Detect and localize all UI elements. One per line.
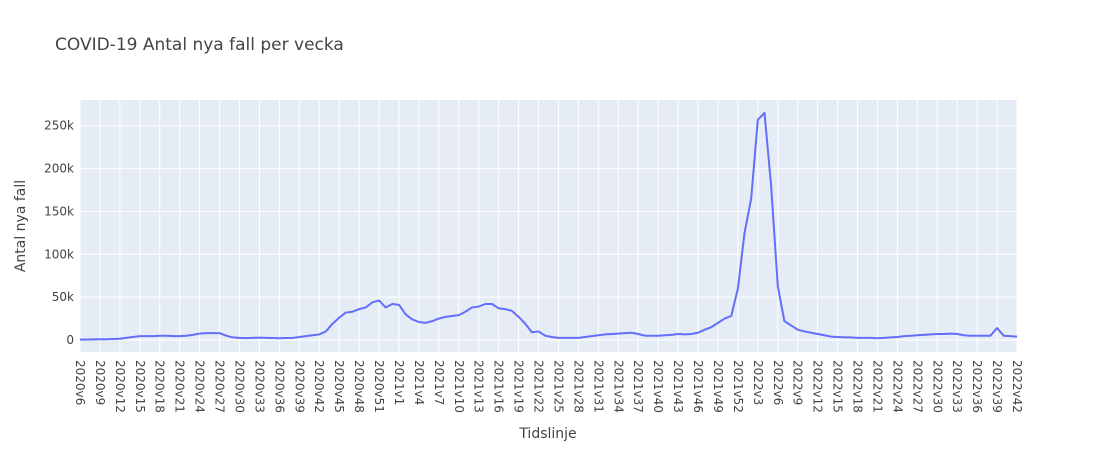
- y-tick-label: 250k: [44, 119, 74, 133]
- x-tick-label: 2022v21: [870, 360, 884, 413]
- x-tick-label: 2020v24: [193, 360, 207, 413]
- x-tick-label: 2020v15: [133, 360, 147, 413]
- x-tick-label: 2021v28: [571, 360, 585, 413]
- x-tick-label: 2020v12: [113, 360, 127, 413]
- x-tick-label: 2022v33: [950, 360, 964, 413]
- x-tick-label: 2020v48: [352, 360, 366, 413]
- data-line: [79, 111, 1018, 341]
- x-tick-label: 2020v36: [272, 360, 286, 413]
- x-tick-label: 2021v49: [711, 360, 725, 413]
- y-tick-label: 100k: [44, 247, 74, 261]
- x-tick-label: 2021v43: [671, 360, 685, 413]
- x-tick-label: 2021v7: [432, 360, 446, 405]
- x-tick-label: 2021v10: [452, 360, 466, 413]
- x-tick-label: 2020v21: [173, 360, 187, 413]
- x-tick-label: 2022v6: [771, 360, 785, 405]
- x-tick-label: 2022v36: [970, 360, 984, 413]
- x-tick-label: 2021v22: [532, 360, 546, 413]
- plot-area: [80, 100, 1017, 352]
- x-tick-label: 2021v31: [591, 360, 605, 413]
- y-tick-label: 0: [66, 333, 74, 347]
- x-tick-label: 2020v9: [93, 360, 107, 405]
- x-tick-label: 2021v52: [731, 360, 745, 413]
- x-tick-label: 2020v18: [153, 360, 167, 413]
- x-tick-label: 2021v13: [472, 360, 486, 413]
- x-tick-label: 2022v9: [791, 360, 805, 405]
- x-tick-label: 2021v1: [392, 360, 406, 405]
- x-tick-label: 2021v37: [631, 360, 645, 413]
- x-tick-label: 2021v40: [651, 360, 665, 413]
- y-tick-label: 200k: [44, 162, 74, 176]
- x-axis-title: Tidslinje: [518, 426, 576, 442]
- x-tick-label: 2022v15: [831, 360, 845, 413]
- y-tick-label: 50k: [52, 290, 74, 304]
- x-tick-label: 2022v27: [910, 360, 924, 413]
- y-tick-label: 150k: [44, 204, 74, 218]
- x-tick-label: 2022v3: [751, 360, 765, 405]
- x-tick-label: 2021v4: [412, 360, 426, 405]
- x-tick-label: 2022v18: [851, 360, 865, 413]
- x-tick-label: 2020v27: [213, 360, 227, 413]
- x-tick-label: 2022v30: [930, 360, 944, 413]
- x-tick-label: 2020v30: [232, 360, 246, 413]
- chart-title: COVID-19 Antal nya fall per vecka: [55, 35, 344, 55]
- x-tick-label: 2022v24: [890, 360, 904, 413]
- x-tick-label: 2021v46: [691, 360, 705, 413]
- x-tick-label: 2020v6: [73, 360, 87, 405]
- x-tick-label: 2020v33: [252, 360, 266, 413]
- x-tick-label: 2020v51: [372, 360, 386, 413]
- x-tick-label: 2020v39: [292, 360, 306, 413]
- x-tick-label: 2022v39: [990, 360, 1004, 413]
- x-tick-label: 2021v25: [551, 360, 565, 413]
- y-axis-title: Antal nya fall: [13, 180, 29, 272]
- x-tick-label: 2020v45: [332, 360, 346, 413]
- x-tick-label: 2022v12: [811, 360, 825, 413]
- x-tick-label: 2021v19: [512, 360, 526, 413]
- x-tick-label: 2022v42: [1010, 360, 1024, 413]
- x-tick-label: 2021v16: [492, 360, 506, 413]
- x-tick-label: 2020v42: [312, 360, 326, 413]
- x-tick-label: 2021v34: [611, 360, 625, 413]
